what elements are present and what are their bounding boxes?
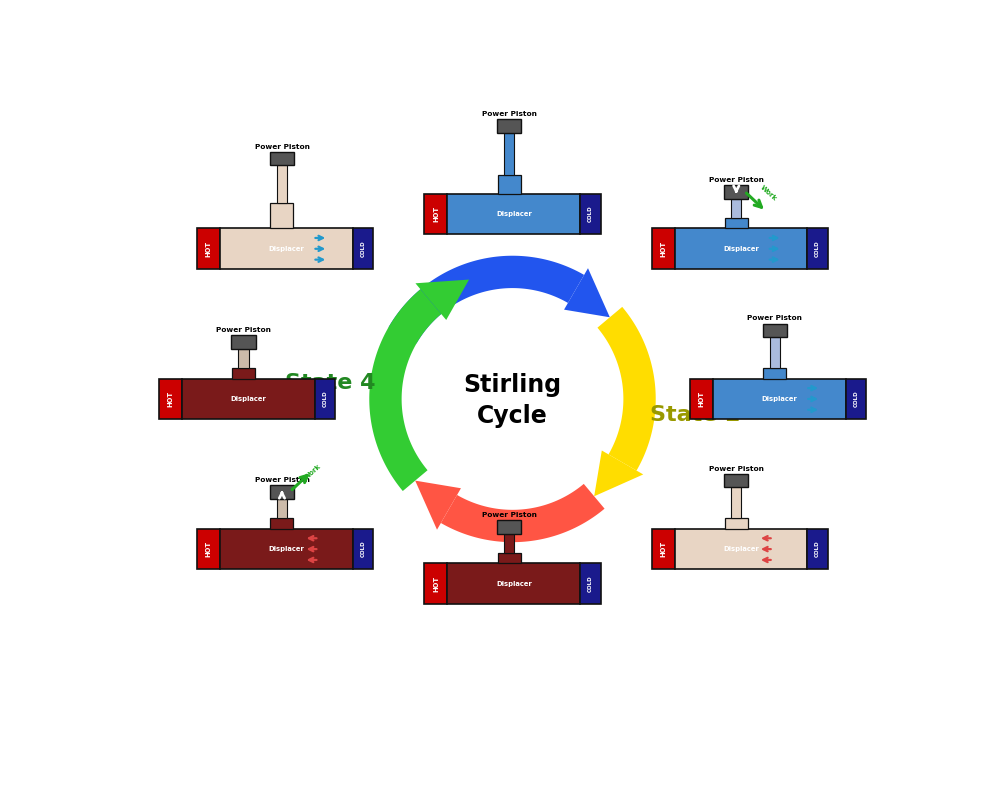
Bar bbox=[159, 378, 182, 419]
Text: Displacer: Displacer bbox=[230, 396, 266, 402]
Text: COLD: COLD bbox=[322, 390, 327, 408]
Bar bbox=[182, 378, 315, 419]
Bar bbox=[690, 378, 713, 419]
Bar bbox=[231, 335, 256, 349]
Bar bbox=[652, 529, 675, 570]
Text: COLD: COLD bbox=[815, 240, 820, 257]
Text: Work: Work bbox=[304, 463, 322, 480]
Bar bbox=[315, 378, 335, 419]
Text: Displacer: Displacer bbox=[762, 396, 797, 402]
Bar bbox=[270, 485, 294, 499]
Text: HOT: HOT bbox=[206, 541, 212, 557]
Bar bbox=[725, 518, 748, 529]
Text: COLD: COLD bbox=[854, 390, 859, 408]
Text: HOT: HOT bbox=[167, 391, 173, 407]
Bar bbox=[220, 228, 353, 269]
Polygon shape bbox=[415, 280, 469, 320]
Bar bbox=[270, 518, 293, 529]
Polygon shape bbox=[594, 450, 643, 496]
Bar bbox=[846, 378, 866, 419]
Bar bbox=[270, 203, 293, 228]
Text: State 1: State 1 bbox=[451, 206, 542, 227]
Bar bbox=[724, 185, 748, 198]
Text: HOT: HOT bbox=[660, 541, 666, 557]
Text: HOT: HOT bbox=[699, 391, 705, 407]
Bar bbox=[675, 529, 807, 570]
Text: Power Piston: Power Piston bbox=[216, 327, 271, 333]
Text: HOT: HOT bbox=[660, 241, 666, 257]
Text: HOT: HOT bbox=[433, 206, 439, 222]
Bar bbox=[197, 228, 220, 269]
Text: Power Piston: Power Piston bbox=[747, 315, 802, 322]
Circle shape bbox=[422, 308, 603, 490]
Text: Power Piston: Power Piston bbox=[482, 111, 537, 117]
Bar bbox=[731, 198, 741, 217]
Bar bbox=[232, 368, 255, 378]
Text: COLD: COLD bbox=[361, 541, 366, 558]
Bar bbox=[504, 533, 514, 552]
Text: Displacer: Displacer bbox=[269, 246, 305, 252]
Bar bbox=[763, 324, 787, 337]
Polygon shape bbox=[415, 480, 461, 530]
Text: Work: Work bbox=[759, 184, 778, 201]
Bar bbox=[497, 119, 521, 133]
Bar bbox=[807, 228, 828, 269]
Text: State 2: State 2 bbox=[650, 405, 740, 425]
Text: COLD: COLD bbox=[361, 240, 366, 257]
Text: Displacer: Displacer bbox=[496, 211, 532, 217]
Text: Power Piston: Power Piston bbox=[482, 512, 537, 517]
Bar bbox=[763, 368, 786, 378]
Bar bbox=[424, 194, 447, 235]
Text: State 3: State 3 bbox=[451, 571, 542, 592]
Polygon shape bbox=[564, 268, 610, 318]
Bar bbox=[807, 529, 828, 570]
Bar bbox=[675, 228, 807, 269]
Bar bbox=[770, 337, 780, 368]
Text: Displacer: Displacer bbox=[496, 581, 532, 587]
Bar bbox=[238, 349, 249, 368]
Bar bbox=[220, 529, 353, 570]
Text: Cycle: Cycle bbox=[477, 404, 548, 428]
Bar bbox=[580, 563, 601, 604]
Bar bbox=[270, 152, 294, 165]
Bar bbox=[353, 529, 373, 570]
Text: COLD: COLD bbox=[588, 206, 593, 223]
Bar bbox=[353, 228, 373, 269]
Text: Power Piston: Power Piston bbox=[709, 177, 764, 182]
Text: HOT: HOT bbox=[206, 241, 212, 257]
Polygon shape bbox=[388, 256, 584, 344]
Bar bbox=[497, 520, 521, 533]
Text: Displacer: Displacer bbox=[723, 246, 759, 252]
Polygon shape bbox=[441, 484, 605, 542]
Bar bbox=[424, 563, 447, 604]
Text: Power Piston: Power Piston bbox=[255, 144, 309, 149]
Bar bbox=[197, 529, 220, 570]
Text: COLD: COLD bbox=[815, 541, 820, 558]
Bar bbox=[724, 474, 748, 487]
Bar bbox=[447, 563, 580, 604]
Bar bbox=[652, 228, 675, 269]
Bar bbox=[498, 552, 521, 563]
Bar bbox=[277, 165, 287, 203]
Bar bbox=[504, 133, 514, 175]
Bar bbox=[277, 499, 287, 518]
Text: Displacer: Displacer bbox=[269, 546, 305, 552]
Bar bbox=[580, 194, 601, 235]
Text: Power Piston: Power Piston bbox=[255, 477, 309, 483]
Text: HOT: HOT bbox=[433, 576, 439, 592]
Bar bbox=[713, 378, 846, 419]
Bar bbox=[731, 487, 741, 518]
Bar bbox=[498, 175, 521, 194]
Polygon shape bbox=[597, 307, 656, 471]
Bar bbox=[725, 217, 748, 228]
Bar bbox=[447, 194, 580, 235]
Polygon shape bbox=[369, 289, 441, 491]
Text: Power Piston: Power Piston bbox=[709, 465, 764, 472]
Text: Stirling: Stirling bbox=[463, 373, 562, 397]
Text: Displacer: Displacer bbox=[723, 546, 759, 552]
Text: State 4: State 4 bbox=[285, 373, 375, 393]
Text: COLD: COLD bbox=[588, 575, 593, 592]
